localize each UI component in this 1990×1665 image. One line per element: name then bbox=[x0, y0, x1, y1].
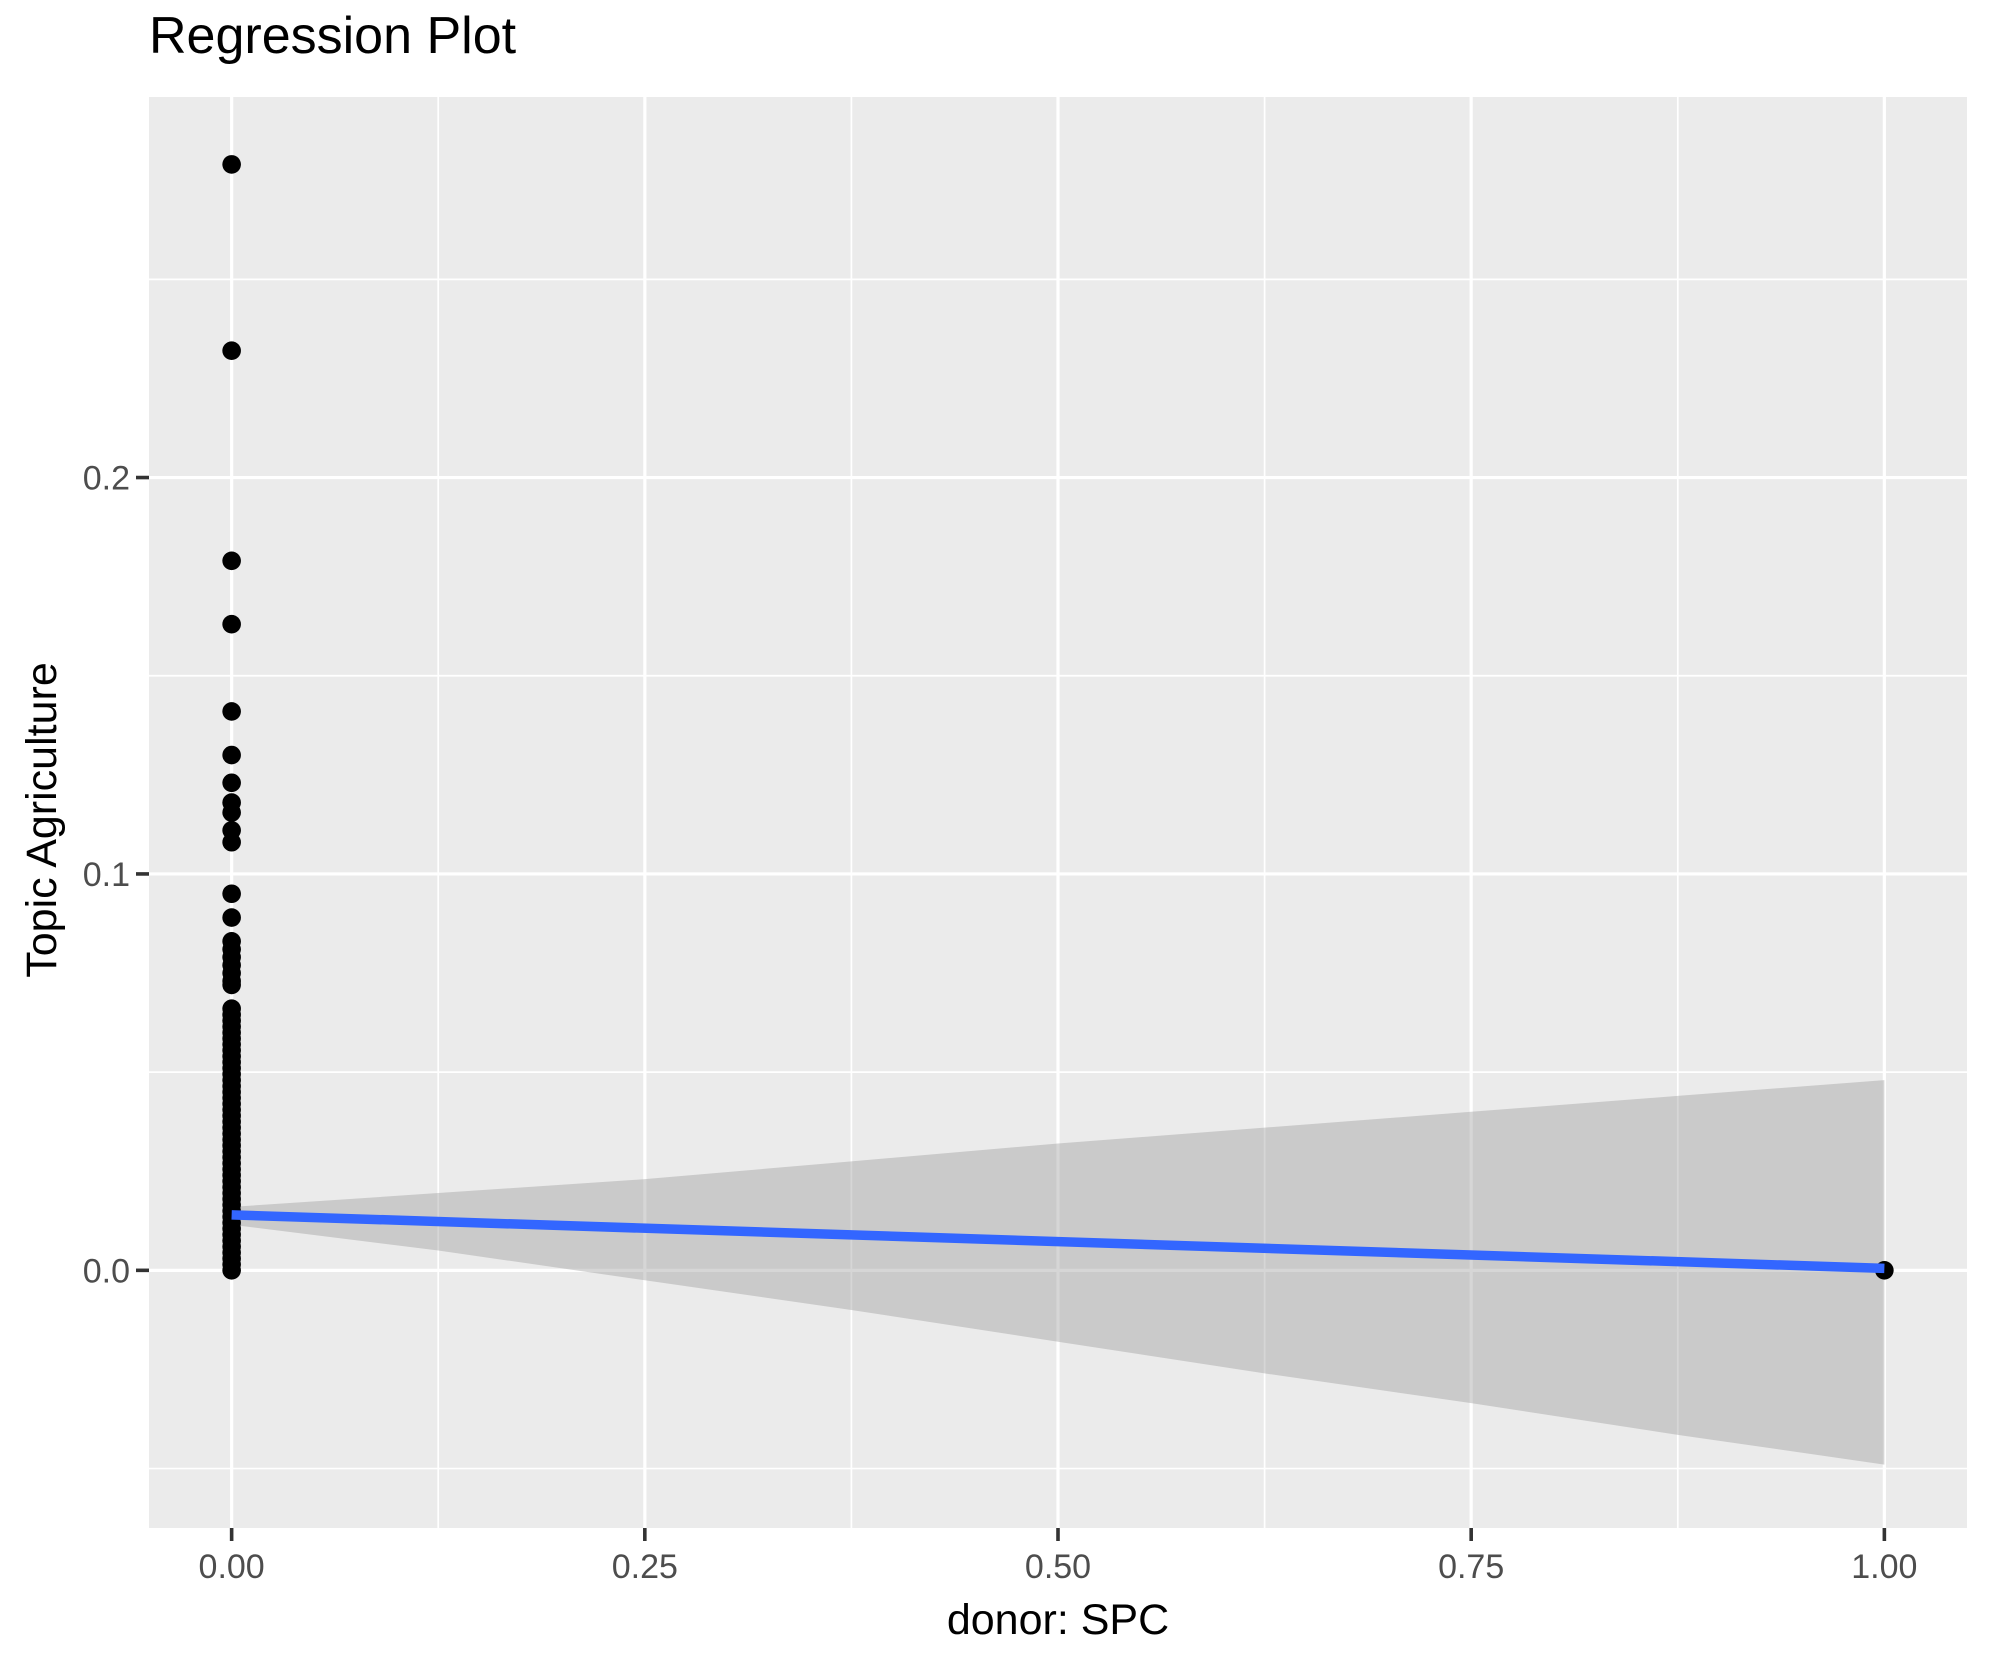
data-point bbox=[222, 773, 241, 793]
x-tick-label: 0.00 bbox=[199, 1548, 265, 1586]
data-point bbox=[222, 908, 241, 927]
data-point bbox=[222, 832, 241, 852]
axis-tick-marks bbox=[136, 475, 1887, 1541]
data-point bbox=[222, 884, 241, 904]
x-tick-label: 0.75 bbox=[1438, 1548, 1504, 1586]
regression-line bbox=[231, 1210, 1885, 1274]
points-layer bbox=[222, 155, 1894, 1280]
confidence-ribbon bbox=[231, 1080, 1885, 1465]
y-tick-label: 0.2 bbox=[83, 460, 130, 498]
x-tick-label: 0.25 bbox=[612, 1548, 678, 1586]
confidence-ribbon-layer bbox=[231, 1080, 1885, 1465]
y-tick-label: 0.1 bbox=[83, 856, 130, 894]
data-point bbox=[222, 702, 241, 721]
x-tick-label: 1.00 bbox=[1851, 1548, 1917, 1586]
data-point bbox=[222, 551, 241, 571]
data-point bbox=[222, 341, 241, 360]
x-tick-label: 0.50 bbox=[1025, 1548, 1091, 1586]
data-point bbox=[222, 155, 241, 174]
data-point bbox=[222, 975, 241, 995]
x-axis-title: donor: SPC bbox=[947, 1596, 1169, 1644]
data-point bbox=[222, 803, 241, 822]
y-tick-labels: 0.0 0.1 0.2 bbox=[83, 460, 130, 1291]
plot-title: Regression Plot bbox=[149, 7, 517, 65]
y-axis-title: Topic Agriculture bbox=[18, 662, 66, 978]
major-gridlines bbox=[149, 97, 1967, 1528]
data-point bbox=[222, 745, 241, 765]
regression-line-layer bbox=[231, 1210, 1885, 1274]
data-point bbox=[222, 1261, 241, 1280]
x-tick-labels: 0.00 0.25 0.50 0.75 1.00 bbox=[199, 1548, 1918, 1586]
y-tick-label: 0.0 bbox=[83, 1252, 130, 1290]
data-point bbox=[222, 614, 241, 634]
